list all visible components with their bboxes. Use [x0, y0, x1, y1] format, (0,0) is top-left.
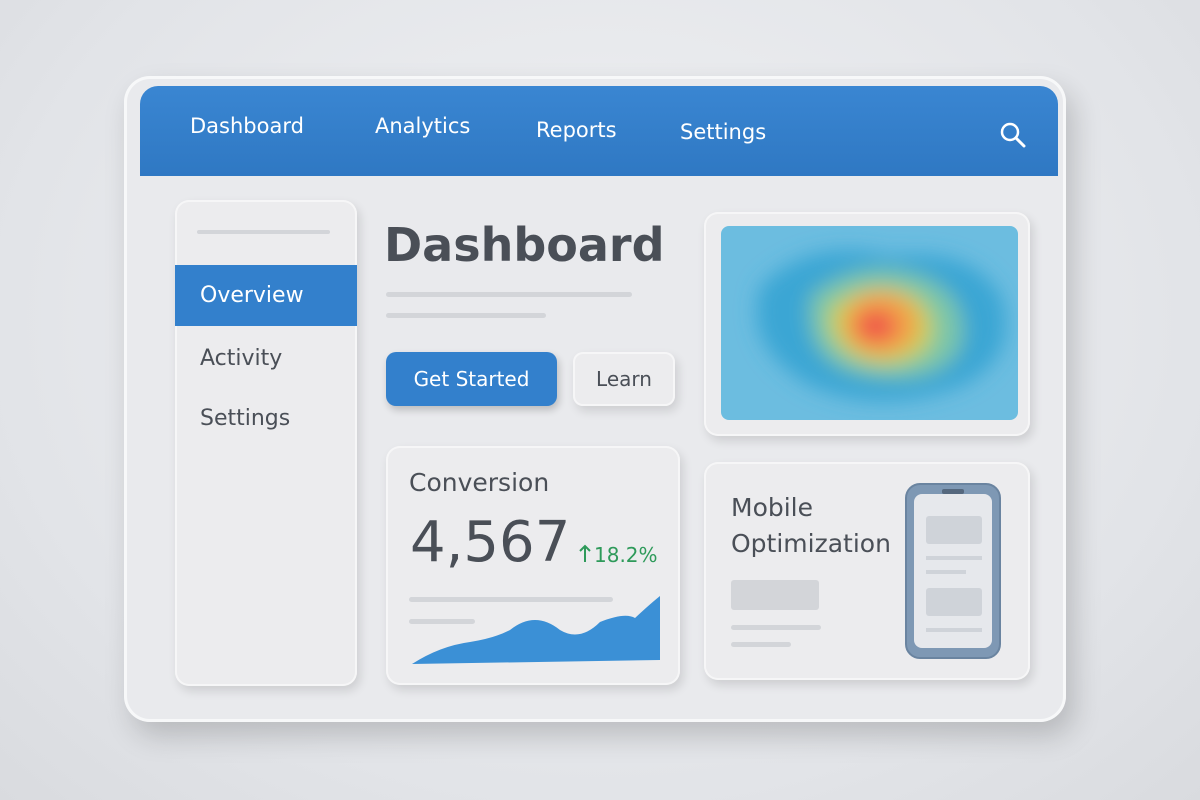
- nav-item[interactable]: Settings: [680, 120, 767, 144]
- sidebar-item[interactable]: Overview: [200, 283, 304, 308]
- sidebar-active: [175, 265, 357, 326]
- phone-illustration: [905, 483, 1001, 659]
- nav-item[interactable]: Dashboard: [190, 114, 304, 138]
- nav-bar: [140, 86, 1058, 176]
- placeholder-line: [386, 292, 632, 297]
- placeholder-line: [409, 619, 475, 624]
- metric-value: 4,567: [410, 510, 571, 575]
- sidebar-item[interactable]: Settings: [200, 406, 291, 431]
- up-arrow-icon: [579, 544, 591, 562]
- heatmap: [721, 226, 1018, 420]
- placeholder-line: [409, 597, 613, 602]
- search-icon[interactable]: [998, 120, 1028, 150]
- card-title-line: Mobile: [731, 493, 814, 522]
- page-title: Dashboard: [384, 218, 665, 272]
- placeholder-line: [731, 625, 821, 630]
- placeholder-line: [731, 642, 791, 647]
- sparkline-decoration: [412, 596, 660, 664]
- card-title: Mobile Optimization: [731, 490, 891, 562]
- primary-button[interactable]: Get Started: [386, 352, 557, 406]
- placeholder-block: [731, 580, 819, 610]
- card-title-line: Optimization: [731, 529, 891, 558]
- placeholder-line: [197, 230, 330, 234]
- card-title: Conversion: [409, 468, 550, 497]
- sidebar-item[interactable]: Activity: [200, 346, 283, 371]
- nav-item[interactable]: Reports: [536, 118, 617, 142]
- placeholder-line: [386, 313, 546, 318]
- metric-change: 18.2%: [594, 543, 658, 567]
- nav-item[interactable]: Analytics: [375, 114, 471, 138]
- secondary-button[interactable]: Learn: [573, 352, 675, 406]
